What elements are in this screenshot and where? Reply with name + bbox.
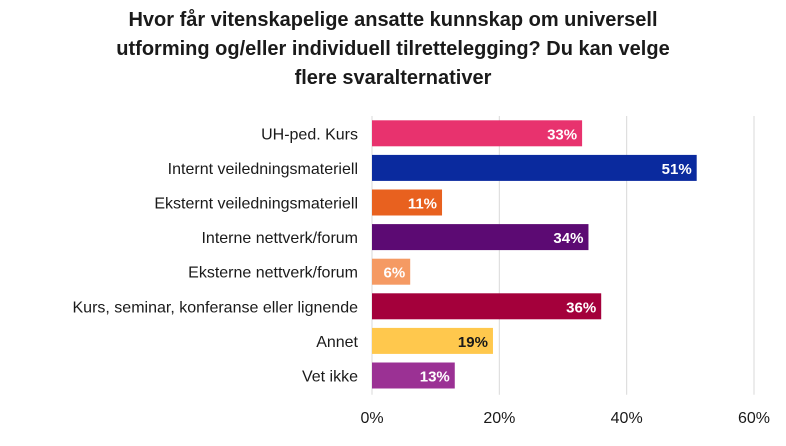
bar bbox=[372, 224, 589, 251]
bar bbox=[372, 154, 697, 181]
x-tick-label: 60% bbox=[738, 410, 770, 427]
data-label: 36% bbox=[566, 299, 596, 316]
category-label: Kurs, seminar, konferanse eller lignende bbox=[73, 299, 359, 316]
data-label: 6% bbox=[384, 265, 406, 282]
chart-title-line-2: utforming og/eller individuell tilrettel… bbox=[116, 38, 670, 60]
bar bbox=[372, 327, 493, 354]
chart-title-line-1: Hvor får vitenskapelige ansatte kunnskap… bbox=[128, 9, 658, 31]
category-label: Vet ikke bbox=[302, 369, 358, 386]
bar bbox=[372, 120, 583, 147]
data-label: 19% bbox=[458, 334, 488, 351]
data-label: 34% bbox=[553, 230, 583, 247]
x-tick-label: 0% bbox=[360, 410, 383, 427]
bar bbox=[372, 293, 602, 320]
data-label: 11% bbox=[408, 196, 437, 213]
category-label: Eksternt veiledningsmateriell bbox=[154, 196, 358, 213]
bar bbox=[372, 189, 443, 216]
data-label: 33% bbox=[547, 126, 577, 143]
category-label: Interne nettverk/forum bbox=[201, 230, 358, 247]
category-label: Eksterne nettverk/forum bbox=[188, 265, 358, 282]
x-tick-label: 40% bbox=[611, 410, 643, 427]
category-label: Annet bbox=[316, 334, 358, 351]
data-label: 51% bbox=[662, 161, 692, 178]
chart-title-line-3: flere svaralternativer bbox=[294, 67, 492, 89]
chart-title: Hvor får vitenskapelige ansatte kunnskap… bbox=[0, 6, 786, 93]
category-label: Internt veiledningsmateriell bbox=[168, 161, 358, 178]
bar bbox=[372, 258, 411, 285]
category-label: UH-ped. Kurs bbox=[261, 126, 358, 143]
x-tick-label: 20% bbox=[483, 410, 515, 427]
bar bbox=[372, 362, 455, 389]
data-label: 13% bbox=[420, 369, 450, 386]
